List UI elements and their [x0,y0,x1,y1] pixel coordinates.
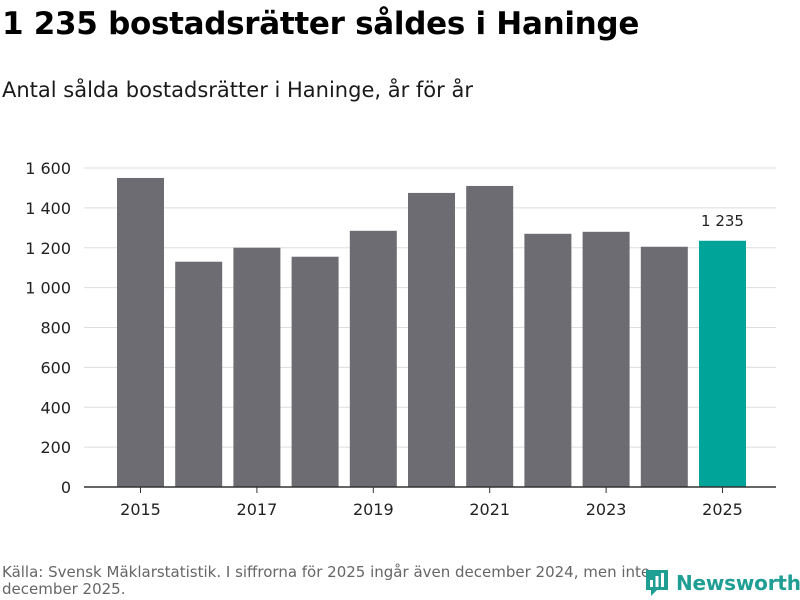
y-tick-label: 200 [40,438,71,457]
x-axis-ticks: 2015 2017 2019 2021 2023 2025 [120,487,743,519]
chart-title: 1 235 bostadsrätter såldes i Haninge [2,6,640,42]
y-tick-label: 400 [40,398,71,417]
bar-2020 [408,192,455,487]
y-tick-label: 1 400 [25,199,71,218]
brand-name: Newsworthy [676,571,800,595]
newsworthy-logo-icon [646,570,668,596]
bar-2019 [349,230,397,487]
bars [117,177,746,487]
brand-logo[interactable]: Newsworthy [644,568,800,598]
bar-value-label: 1 235 [701,212,744,230]
y-tick-label: 1 000 [25,279,71,298]
x-tick-label: 2019 [353,500,394,519]
annotations: 1 235 [701,212,744,230]
x-tick-label: 2021 [469,500,510,519]
chart-subtitle: Antal sålda bostadsrätter i Haninge, år … [2,78,473,102]
y-tick-label: 800 [40,319,71,338]
bar-2017 [233,247,281,487]
bar-2015 [117,177,164,487]
bar-2023 [582,231,630,487]
y-tick-label: 600 [40,358,71,377]
bar-2018 [291,256,339,487]
bar-2016 [175,261,223,487]
bar-2025 [699,240,746,487]
x-tick-label: 2015 [120,500,161,519]
x-tick-label: 2025 [702,500,743,519]
bar-2024 [640,246,688,487]
bar-2022 [524,233,572,487]
y-tick-label: 0 [61,478,71,497]
x-tick-label: 2023 [586,500,627,519]
y-axis-ticks: 0 200 400 600 800 1 000 1 200 1 400 1 600 [25,159,71,497]
y-tick-label: 1 600 [25,159,71,178]
source-note: Källa: Svensk Mäklarstatistik. I siffror… [2,563,651,598]
bar-2021 [466,185,514,487]
y-tick-label: 1 200 [25,239,71,258]
x-tick-label: 2017 [237,500,278,519]
